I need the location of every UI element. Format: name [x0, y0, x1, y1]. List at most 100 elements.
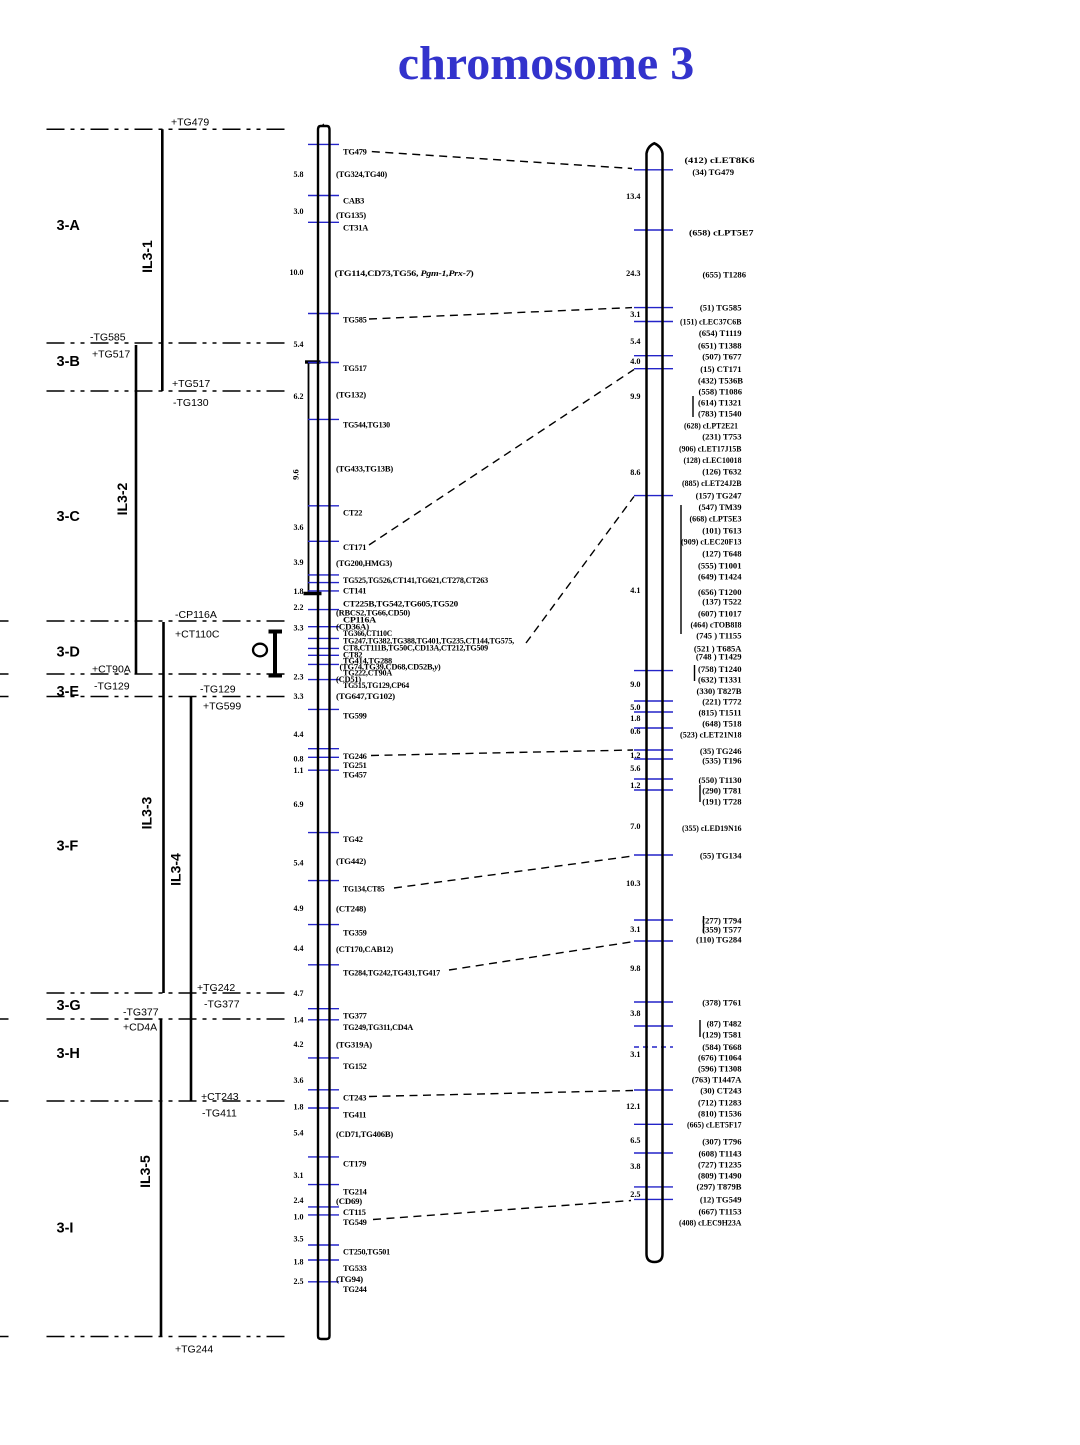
svg-text:3.3: 3.3 [294, 692, 304, 701]
svg-text:(CD69): (CD69) [336, 1197, 362, 1206]
svg-text:(614) T1321: (614) T1321 [698, 397, 742, 407]
svg-text:CT250,TG501: CT250,TG501 [343, 1248, 390, 1257]
svg-text:(TG319A): (TG319A) [336, 1041, 372, 1050]
svg-text:(885) cLET24J2B: (885) cLET24J2B [682, 478, 742, 488]
svg-text:3.5: 3.5 [294, 1234, 304, 1243]
svg-text:(632) T1331: (632) T1331 [698, 674, 742, 684]
svg-text:(151) cLEC37C6B: (151) cLEC37C6B [680, 316, 742, 326]
svg-text:(810) T1536: (810) T1536 [698, 1108, 742, 1118]
svg-text:(110) TG284: (110) TG284 [696, 934, 742, 944]
svg-text:4.4: 4.4 [294, 730, 304, 739]
svg-text:TG366,CT110C: TG366,CT110C [343, 629, 392, 638]
svg-text:(507) T677: (507) T677 [702, 351, 742, 361]
svg-text:4.0: 4.0 [630, 357, 640, 366]
svg-text:(TG647,TG102): (TG647,TG102) [336, 692, 395, 701]
svg-text:CAB3: CAB3 [343, 197, 364, 206]
svg-text:3.1: 3.1 [630, 310, 640, 319]
svg-text:-CP116A: -CP116A [175, 609, 217, 621]
svg-text:4.1: 4.1 [630, 586, 640, 595]
svg-text:3.3: 3.3 [294, 623, 304, 632]
svg-text:TG247,TG382,TG388,TG401,TG235,: TG247,TG382,TG388,TG401,TG235,CT144,TG57… [343, 637, 514, 646]
svg-text:2.3: 2.3 [294, 672, 304, 681]
svg-text:1.8: 1.8 [294, 1103, 304, 1112]
svg-text:6.5: 6.5 [630, 1136, 640, 1145]
svg-text:24.3: 24.3 [626, 269, 640, 278]
svg-text:3.8: 3.8 [630, 1009, 640, 1018]
svg-text:8.6: 8.6 [630, 468, 640, 477]
svg-text:CT115: CT115 [343, 1208, 366, 1217]
svg-text:(TG200,HMG3): (TG200,HMG3) [336, 559, 392, 568]
svg-text:0.6: 0.6 [630, 727, 640, 736]
svg-text:(521 ) T685A: (521 ) T685A [694, 643, 742, 653]
svg-text:(412) cLET8K6: (412) cLET8K6 [685, 155, 756, 165]
svg-text:(35) TG246: (35) TG246 [700, 746, 742, 756]
svg-text:-TG130: -TG130 [173, 397, 209, 409]
svg-text:(676) T1064: (676) T1064 [698, 1052, 742, 1062]
svg-text:4.7: 4.7 [294, 989, 304, 998]
svg-text:(656) T1200: (656) T1200 [698, 587, 742, 597]
svg-text:3.0: 3.0 [294, 207, 304, 216]
svg-text:3-A: 3-A [57, 218, 81, 234]
svg-text:TG533: TG533 [343, 1264, 367, 1273]
svg-text:(655) T1286: (655) T1286 [702, 269, 746, 279]
svg-text:TG284,TG242,TG431,TG417: TG284,TG242,TG431,TG417 [343, 969, 440, 978]
svg-text:TG411: TG411 [343, 1111, 366, 1120]
svg-text:(658) cLPT5E7: (658) cLPT5E7 [689, 227, 754, 237]
svg-text:TG134,CT85: TG134,CT85 [343, 884, 385, 893]
svg-text:1.2: 1.2 [630, 781, 640, 790]
svg-text:+CT110C: +CT110C [175, 629, 220, 641]
svg-text:5.4: 5.4 [294, 858, 304, 867]
svg-text:(TG135): (TG135) [336, 211, 366, 220]
svg-text:+TG242: +TG242 [197, 982, 235, 994]
svg-text:(277) T794: (277) T794 [702, 915, 742, 925]
svg-text:(128) cLEC10018: (128) cLEC10018 [684, 455, 743, 465]
svg-text:10.0: 10.0 [290, 268, 304, 277]
svg-text:3.6: 3.6 [294, 1076, 304, 1085]
svg-text:6.2: 6.2 [294, 392, 304, 401]
svg-text:(307) T796: (307) T796 [702, 1136, 742, 1146]
svg-text:(815) T1511: (815) T1511 [698, 707, 741, 717]
svg-text:6.9: 6.9 [294, 800, 304, 809]
svg-text:1.4: 1.4 [294, 1016, 304, 1025]
svg-text:(648) T518: (648) T518 [702, 718, 742, 728]
svg-text:(712) T1283: (712) T1283 [698, 1097, 742, 1107]
svg-text:(CT170,CAB12): (CT170,CAB12) [336, 945, 393, 954]
svg-text:TG359: TG359 [343, 929, 367, 938]
svg-text:-TG377: -TG377 [204, 999, 240, 1011]
svg-text:(TG324,TG40): (TG324,TG40) [336, 170, 387, 179]
svg-text:9.9: 9.9 [630, 392, 640, 401]
svg-text:(654) T1119: (654) T1119 [699, 328, 742, 338]
svg-text:(221) T772: (221) T772 [702, 696, 741, 706]
svg-text:CT141: CT141 [343, 587, 366, 596]
svg-text:(55) TG134: (55) TG134 [700, 850, 742, 860]
svg-text:TG515,TG129,CP64: TG515,TG129,CP64 [343, 681, 410, 690]
svg-text:+TG479: +TG479 [171, 117, 209, 129]
svg-text:CT225B,TG542,TG605,TG520: CT225B,TG542,TG605,TG520 [343, 600, 458, 609]
svg-text:9.8: 9.8 [630, 964, 640, 973]
svg-text:(TG114,CD73,TG56, Pgm-1,Prx-7): (TG114,CD73,TG56, Pgm-1,Prx-7) [335, 269, 474, 278]
svg-text:TG42: TG42 [343, 835, 363, 844]
svg-text:4.2: 4.2 [294, 1040, 304, 1049]
svg-text:1.0: 1.0 [294, 1212, 304, 1221]
svg-text:5.6: 5.6 [630, 764, 640, 773]
svg-text:(535) T196: (535) T196 [702, 755, 742, 765]
svg-text:(359) T577: (359) T577 [702, 924, 742, 934]
svg-text:IL3-3: IL3-3 [139, 796, 155, 829]
svg-text:3.6: 3.6 [294, 523, 304, 532]
svg-text:1.8: 1.8 [294, 1258, 304, 1267]
svg-text:TG479: TG479 [343, 148, 367, 157]
svg-text:3.1: 3.1 [630, 925, 640, 934]
svg-text:2.4: 2.4 [294, 1196, 304, 1205]
svg-text:(127) T648: (127) T648 [702, 548, 742, 558]
svg-text:(126) T632: (126) T632 [702, 466, 741, 476]
svg-text:10.3: 10.3 [626, 879, 640, 888]
svg-text:(12) TG549: (12) TG549 [700, 1194, 742, 1204]
svg-text:CT8,CT111B,TG50C,CD13A,CT212,T: CT8,CT111B,TG50C,CD13A,CT212,TG509 [343, 644, 488, 653]
svg-text:(101) T613: (101) T613 [702, 525, 741, 535]
svg-text:5.4: 5.4 [630, 337, 640, 346]
svg-text:(667) T1153: (667) T1153 [698, 1206, 741, 1216]
svg-text:(628) cLPT2E21: (628) cLPT2E21 [684, 420, 738, 430]
svg-text:+CT90A: +CT90A [92, 664, 131, 676]
svg-text:9.6: 9.6 [291, 469, 301, 480]
svg-text:(432) T536B: (432) T536B [698, 375, 743, 385]
